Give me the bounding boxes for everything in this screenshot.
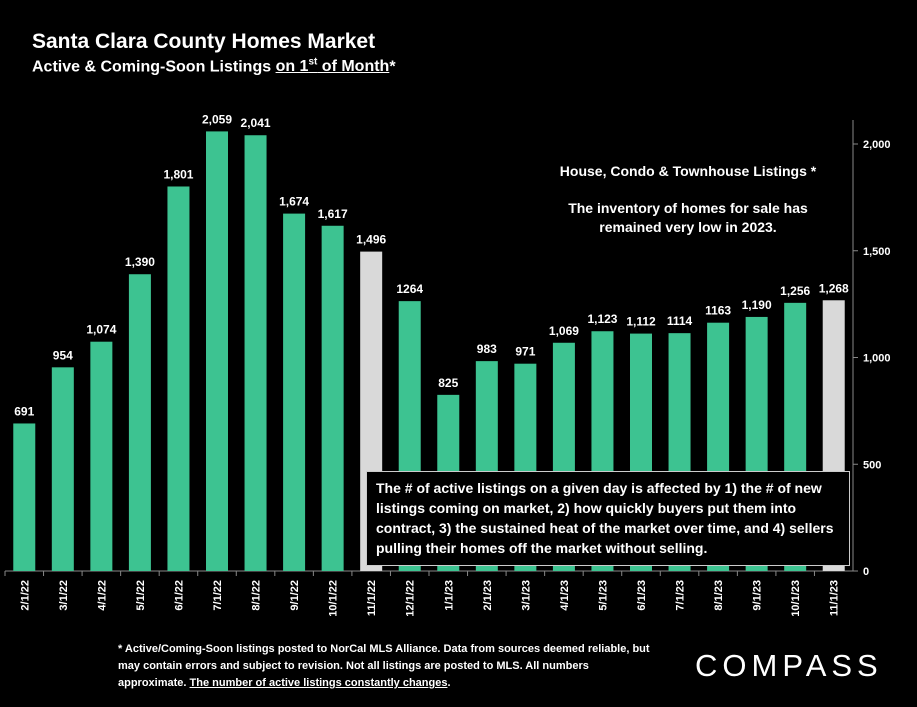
bar (90, 341, 113, 571)
data-label: 2,059 (202, 112, 232, 126)
bar (321, 225, 344, 571)
x-tick-label: 2/1/23 (482, 580, 494, 611)
x-tick-label: 3/1/22 (58, 580, 70, 611)
x-tick-label: 6/1/23 (636, 580, 648, 611)
data-label: 1,617 (318, 207, 348, 221)
data-label: 1,190 (742, 298, 772, 312)
chart-title: Santa Clara County Homes Market (32, 30, 376, 53)
footnote-end: . (447, 677, 451, 689)
data-label: 1,268 (819, 281, 849, 295)
x-tick-label: 7/1/23 (675, 580, 687, 611)
x-tick-label: 1/1/23 (443, 580, 455, 611)
footnote-text: * Active/Coming-Soon listings posted to … (118, 643, 650, 689)
data-label: 1,390 (125, 255, 155, 269)
subtitle-of-month: of Month (317, 58, 390, 76)
listing-types-note: House, Condo & Townhouse Listings * (559, 163, 817, 179)
x-tick-label: 7/1/22 (212, 580, 224, 611)
bar (51, 367, 74, 571)
y-tick-label: 1,500 (863, 246, 891, 258)
bar (283, 213, 306, 571)
x-tick-label: 10/1/23 (790, 580, 802, 617)
x-tick-label: 5/1/22 (135, 580, 147, 611)
data-label: 1,123 (587, 312, 617, 326)
bar (244, 135, 267, 571)
data-label: 2,041 (241, 116, 271, 130)
data-label: 691 (14, 404, 34, 418)
footnote-underlined: The number of active listings constantly… (189, 677, 448, 689)
data-label: 971 (515, 345, 535, 359)
bar (167, 186, 190, 571)
subtitle-underlined: on 1st of Month (275, 57, 390, 76)
x-tick-label: 2/1/22 (19, 580, 31, 611)
data-label: 954 (53, 348, 73, 362)
bar (206, 131, 228, 571)
compass-logo: COMPASS (695, 648, 883, 683)
chart-subtitle: Active & Coming-Soon Listings on 1st of … (32, 57, 396, 76)
y-tick-label: 2,000 (863, 139, 891, 151)
data-label: 1,112 (626, 315, 656, 329)
x-tick-label: 12/1/22 (405, 580, 417, 617)
x-tick-label: 6/1/22 (173, 580, 185, 611)
subtitle-asterisk: * (389, 58, 396, 76)
data-label: 1,674 (279, 195, 309, 209)
data-label: 1,069 (549, 324, 579, 338)
x-tick-label: 4/1/22 (96, 580, 108, 611)
data-label: 1,801 (163, 167, 193, 181)
x-tick-label: 9/1/23 (752, 580, 764, 611)
x-tick-label: 8/1/23 (713, 580, 725, 611)
y-tick-label: 0 (863, 566, 869, 578)
x-tick-label: 8/1/22 (251, 580, 263, 611)
data-label: 825 (438, 376, 458, 390)
footnote: * Active/Coming-Soon listings posted to … (118, 641, 658, 692)
subtitle-on: on 1 (275, 58, 309, 76)
x-tick-label: 3/1/23 (520, 580, 532, 611)
x-tick-label: 11/1/22 (366, 580, 378, 616)
subtitle-superscript: st (308, 57, 318, 68)
x-tick-label: 4/1/23 (559, 580, 571, 611)
y-tick-label: 1,000 (863, 353, 891, 365)
data-label: 1114 (667, 314, 693, 328)
data-label: 1,256 (780, 284, 810, 298)
x-tick-label: 5/1/23 (597, 580, 609, 611)
x-tick-label: 11/1/23 (829, 580, 841, 616)
y-tick-label: 500 (863, 459, 881, 471)
x-tick-label: 9/1/22 (289, 580, 301, 611)
callout-box: The # of active listings on a given day … (366, 471, 850, 566)
x-tick-label: 10/1/22 (328, 580, 340, 617)
subtitle-text: Active & Coming-Soon Listings (32, 58, 276, 76)
inventory-note: The inventory of homes for sale has rema… (568, 200, 808, 235)
bar (13, 423, 36, 571)
data-label: 1,496 (356, 233, 386, 247)
data-label: 1163 (705, 304, 731, 318)
data-label: 1,074 (86, 323, 116, 337)
bar (128, 274, 151, 571)
data-label: 983 (477, 342, 497, 356)
data-label: 1264 (396, 282, 423, 296)
